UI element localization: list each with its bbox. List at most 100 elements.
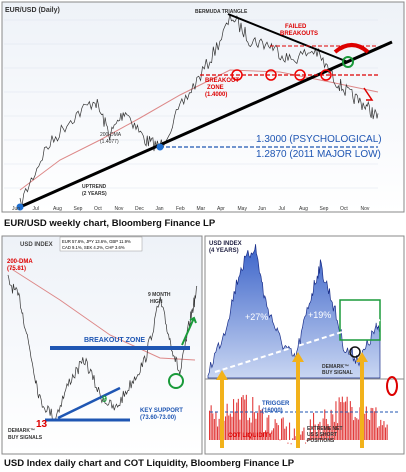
bar bbox=[375, 407, 377, 440]
bar bbox=[314, 424, 316, 440]
bar bbox=[385, 427, 387, 440]
bar bbox=[263, 432, 265, 440]
label: EXTREME NET bbox=[307, 426, 343, 432]
bar bbox=[241, 397, 243, 440]
bar bbox=[252, 397, 254, 440]
x-axis: Jun Jul Aug Sep Oct Nov Dec Jan Feb Mar Apr May Jun J… bbox=[12, 206, 370, 212]
trend bbox=[57, 386, 121, 420]
bar bbox=[265, 430, 267, 440]
x-tick-label: Nov bbox=[361, 206, 370, 212]
bar bbox=[289, 422, 291, 440]
bar bbox=[306, 439, 308, 441]
bar bbox=[356, 418, 358, 440]
bar bbox=[348, 412, 350, 440]
bar bbox=[215, 411, 217, 440]
bar bbox=[282, 417, 284, 440]
usd-plot bbox=[7, 267, 198, 421]
trend bbox=[214, 319, 381, 373]
x-tick-label: Jan bbox=[156, 206, 164, 212]
bar bbox=[213, 418, 215, 440]
bar bbox=[245, 394, 247, 440]
bar bbox=[290, 443, 292, 445]
circle bbox=[349, 346, 361, 358]
label: (2 YEARS) bbox=[82, 191, 107, 197]
bar bbox=[277, 425, 279, 440]
label: 1.3000 (PSYCHOLOGICAL) bbox=[256, 134, 382, 145]
dma-line bbox=[19, 69, 379, 191]
bar bbox=[300, 434, 302, 440]
usd-panel bbox=[1, 235, 203, 455]
bar bbox=[381, 425, 383, 440]
bar bbox=[228, 415, 230, 440]
label: COT LIQUIDITY bbox=[228, 433, 272, 439]
bar bbox=[349, 401, 351, 440]
label: HIGH bbox=[150, 299, 163, 305]
x-tick-label: Jun bbox=[12, 206, 20, 212]
x-tick-label: Sep bbox=[320, 206, 329, 212]
bar bbox=[229, 413, 231, 440]
bar bbox=[345, 401, 347, 440]
breakout-zone bbox=[50, 346, 190, 350]
label: BERMUDA TRIANGLE bbox=[195, 9, 248, 15]
price-line bbox=[19, 14, 379, 207]
bar bbox=[332, 414, 334, 440]
x-tick-label: Jul bbox=[279, 206, 285, 212]
uptrend-line bbox=[19, 40, 393, 209]
area bbox=[207, 244, 381, 379]
label: UPTREND bbox=[82, 184, 107, 190]
bar bbox=[324, 409, 326, 440]
bar bbox=[337, 423, 339, 440]
bar bbox=[233, 399, 235, 440]
bar bbox=[301, 431, 303, 440]
bar bbox=[369, 419, 371, 440]
bar bbox=[338, 397, 340, 440]
bar bbox=[281, 418, 283, 440]
label: 200-DMA bbox=[7, 259, 33, 265]
touch bbox=[16, 203, 24, 211]
bar bbox=[378, 426, 380, 440]
bar bbox=[209, 410, 211, 440]
bar bbox=[343, 402, 345, 440]
x-tick-label: Aug bbox=[53, 206, 62, 212]
x-tick-label: Mar bbox=[197, 206, 206, 212]
circle bbox=[386, 376, 398, 396]
x-tick-label: May bbox=[238, 206, 248, 212]
label: SO FAR bbox=[348, 327, 371, 333]
arrows bbox=[216, 352, 368, 448]
bar bbox=[237, 398, 239, 440]
label: TRIGGER bbox=[262, 401, 290, 407]
label: BREAKOUT ZONE bbox=[84, 337, 145, 344]
bar bbox=[242, 395, 244, 440]
bar bbox=[257, 412, 259, 440]
bar bbox=[335, 401, 337, 440]
bar bbox=[354, 416, 356, 440]
bar bbox=[325, 418, 327, 440]
top-plot bbox=[4, 14, 379, 207]
x-tick-label: Oct bbox=[340, 206, 348, 212]
label: +10% bbox=[350, 320, 366, 326]
bar bbox=[330, 409, 332, 440]
bar bbox=[244, 399, 246, 440]
bar bbox=[377, 427, 379, 440]
bar bbox=[308, 438, 310, 440]
bar bbox=[311, 432, 313, 440]
title: USD INDEX bbox=[209, 241, 242, 247]
label: 1.2870 (2011 MAJOR LOW) bbox=[256, 149, 381, 160]
bar bbox=[319, 421, 321, 440]
bar bbox=[258, 405, 260, 440]
x-tick-label: Dec bbox=[135, 206, 144, 212]
bar bbox=[295, 436, 297, 440]
price-line bbox=[7, 274, 198, 421]
bar bbox=[293, 428, 295, 440]
label: (1.4000) bbox=[205, 92, 227, 98]
green-circle bbox=[342, 56, 354, 68]
touch bbox=[156, 143, 164, 151]
bar bbox=[309, 419, 311, 440]
bar bbox=[273, 428, 275, 440]
bar bbox=[303, 427, 305, 440]
circles bbox=[231, 69, 332, 81]
bar bbox=[269, 434, 271, 440]
caption: EUR/USD weekly chart, Bloomberg Finance … bbox=[4, 218, 216, 229]
bar bbox=[367, 418, 369, 440]
